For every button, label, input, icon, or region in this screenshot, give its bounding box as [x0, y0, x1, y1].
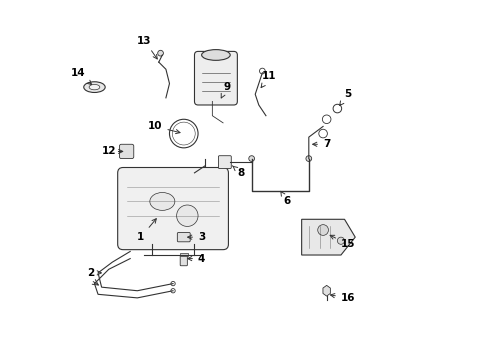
Circle shape [248, 156, 254, 161]
Polygon shape [322, 285, 330, 296]
FancyBboxPatch shape [118, 167, 228, 249]
Ellipse shape [201, 50, 230, 60]
Text: 14: 14 [71, 68, 91, 85]
Text: 2: 2 [87, 268, 101, 278]
Text: 6: 6 [280, 191, 290, 206]
Text: 5: 5 [339, 89, 351, 105]
Text: 15: 15 [329, 235, 355, 249]
FancyBboxPatch shape [180, 255, 187, 266]
Circle shape [317, 225, 328, 235]
Ellipse shape [89, 85, 100, 90]
FancyBboxPatch shape [119, 144, 134, 158]
Text: 16: 16 [330, 293, 355, 303]
FancyBboxPatch shape [194, 51, 237, 105]
Ellipse shape [176, 205, 198, 226]
Text: 9: 9 [221, 82, 230, 98]
Text: 12: 12 [102, 147, 122, 157]
Text: 3: 3 [187, 232, 205, 242]
Ellipse shape [83, 82, 105, 93]
Ellipse shape [149, 193, 175, 210]
Text: 1: 1 [137, 219, 156, 242]
Text: 7: 7 [312, 139, 330, 149]
Text: 4: 4 [187, 253, 205, 264]
FancyBboxPatch shape [218, 156, 231, 168]
Polygon shape [301, 219, 354, 255]
Text: 11: 11 [261, 71, 276, 87]
FancyBboxPatch shape [180, 253, 187, 256]
Circle shape [157, 50, 163, 56]
Circle shape [305, 156, 311, 161]
Text: 13: 13 [137, 36, 157, 59]
FancyBboxPatch shape [177, 233, 190, 242]
Text: 10: 10 [148, 121, 180, 134]
Circle shape [337, 237, 344, 244]
Text: 8: 8 [232, 166, 244, 178]
